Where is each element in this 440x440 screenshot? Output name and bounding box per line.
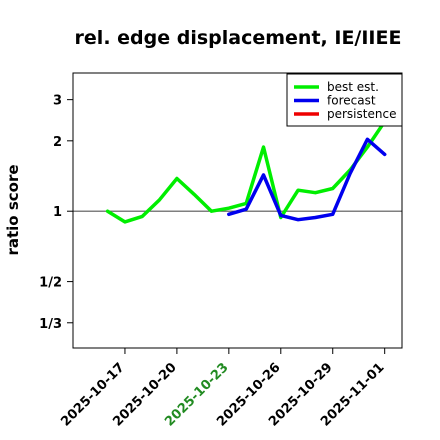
y-axis-label: ratio score — [4, 164, 22, 255]
chart-title: rel. edge displacement, IE/IIEE — [75, 27, 402, 49]
plot-frame — [72, 72, 403, 349]
y-tick-label: 1 — [53, 205, 62, 220]
series-line-forecast — [227, 137, 387, 222]
y-tick-label: 2 — [53, 135, 62, 150]
legend-label: best est. — [327, 80, 379, 94]
y-tick-label: 1/3 — [39, 317, 62, 332]
series-line-best-est — [105, 119, 387, 224]
y-tick-label: 1/2 — [39, 276, 62, 291]
legend-label: persistence — [327, 107, 396, 121]
legend-label: forecast — [327, 94, 376, 108]
y-tick-label: 3 — [53, 94, 62, 109]
